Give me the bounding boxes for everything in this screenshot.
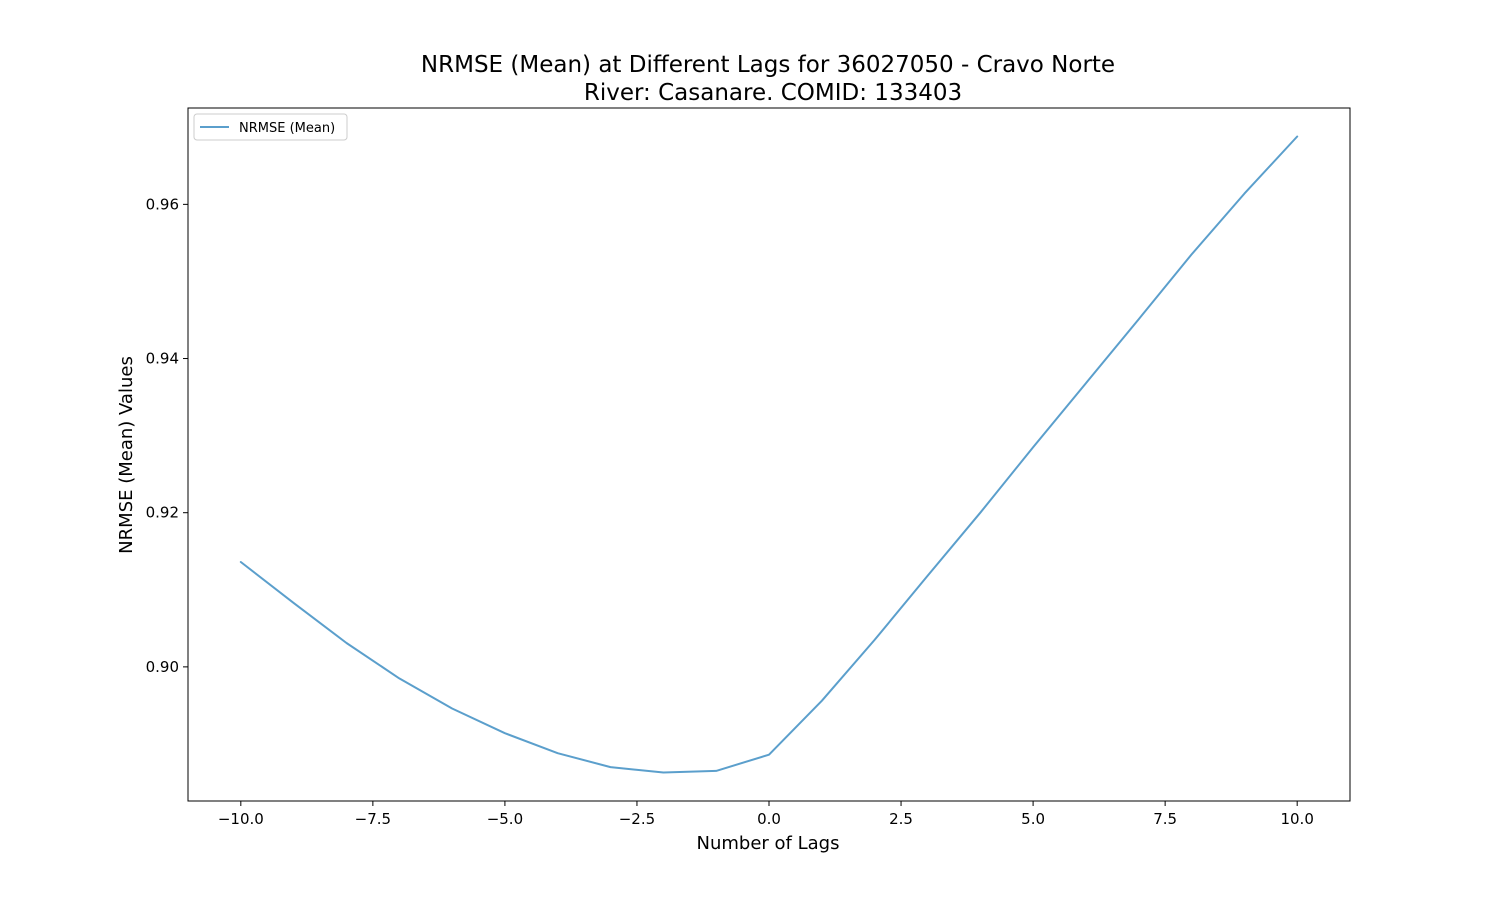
x-tick-label: −7.5	[355, 810, 391, 828]
x-tick-label: 10.0	[1280, 810, 1313, 828]
x-tick-label: 7.5	[1153, 810, 1177, 828]
x-tick-label: −10.0	[218, 810, 264, 828]
chart-title-line-2: River: Casanare. COMID: 133403	[584, 80, 962, 106]
legend-box	[193, 113, 348, 141]
legend: NRMSE (Mean)	[193, 113, 348, 141]
x-axis-label: Number of Lags	[697, 833, 840, 854]
x-tick-label: −2.5	[619, 810, 655, 828]
series-line-nrmse-mean	[239, 135, 1299, 774]
x-tick-label: −5.0	[487, 810, 523, 828]
y-tick-label: 0.90	[146, 658, 179, 676]
y-tick-label: 0.94	[146, 350, 179, 368]
x-axis-ticks: −10.0 −7.5 −5.0 −2.5 0.0 2.5 5.0 7.5 10.0	[218, 801, 1314, 828]
x-tick-label: 0.0	[757, 810, 781, 828]
y-tick-label: 0.96	[146, 195, 179, 213]
y-tick-label: 0.92	[146, 504, 179, 522]
y-axis-label: NRMSE (Mean) Values	[116, 356, 137, 554]
x-tick-label: 2.5	[889, 810, 913, 828]
plot-area	[187, 107, 1351, 802]
chart-title-line-1: NRMSE (Mean) at Different Lags for 36027…	[421, 52, 1115, 78]
x-tick-label: 5.0	[1021, 810, 1045, 828]
legend-label-nrmse-mean: NRMSE (Mean)	[239, 121, 335, 136]
y-axis-ticks: 0.90 0.92 0.94 0.96	[146, 195, 188, 676]
series-group	[239, 135, 1299, 774]
